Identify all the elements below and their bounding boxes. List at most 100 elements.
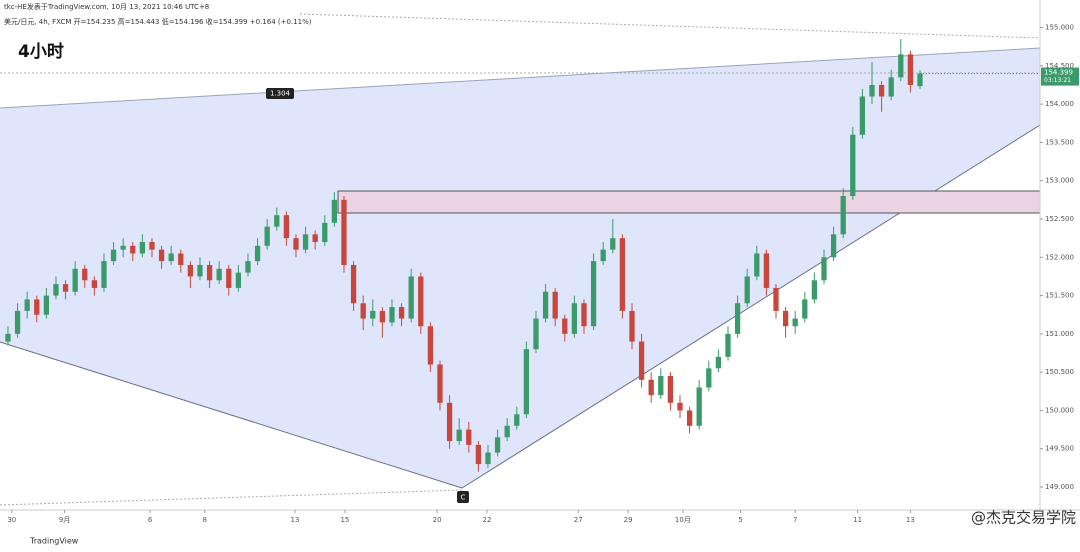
- candle-body: [62, 284, 69, 292]
- candle-body: [658, 375, 664, 396]
- candle-body: [878, 85, 885, 97]
- x-tick-label: 22: [483, 516, 492, 524]
- candle-body: [456, 429, 462, 442]
- zone-box: [337, 190, 1041, 214]
- y-tick-label: 150.500: [1045, 368, 1074, 376]
- candle-body: [466, 429, 472, 445]
- candle-body: [408, 276, 414, 319]
- candle-body: [802, 299, 808, 319]
- candle-body: [14, 310, 21, 334]
- candle-body: [149, 241, 155, 250]
- candle-body: [350, 264, 357, 304]
- candle-body: [341, 199, 347, 265]
- candle-body: [216, 268, 222, 281]
- candle-body: [72, 268, 78, 292]
- x-tick-label: 30: [7, 516, 16, 524]
- y-tick-label: 153.500: [1045, 138, 1074, 146]
- candle-body: [5, 333, 11, 342]
- candle-body: [245, 261, 251, 273]
- y-tick-label: 154.500: [1045, 62, 1074, 70]
- y-tick-label: 151.000: [1045, 330, 1074, 338]
- candle-body: [475, 444, 482, 465]
- candle-body: [206, 264, 213, 281]
- price-tag: [1041, 67, 1079, 86]
- candle-body: [610, 238, 616, 250]
- logo: TradingView: [29, 537, 79, 546]
- candle-body: [494, 437, 501, 453]
- x-tick-label: 9月: [59, 516, 70, 524]
- price-tag-label: 154.399: [1044, 69, 1073, 77]
- x-tick-label: 11: [853, 516, 862, 524]
- candle-body: [82, 268, 88, 281]
- y-tick-label: 149.500: [1045, 445, 1074, 453]
- x-tick-label: 15: [340, 516, 349, 524]
- x-tick-label: 20: [433, 516, 442, 524]
- candle-body: [379, 310, 386, 323]
- candle-body: [600, 249, 606, 262]
- candle-body: [830, 234, 837, 258]
- annotation: 1.304: [270, 90, 291, 98]
- candle-body: [821, 257, 827, 281]
- annotation: C: [461, 494, 466, 502]
- candle-body: [110, 249, 117, 262]
- candle-body: [53, 284, 59, 296]
- candle-body: [763, 253, 770, 288]
- candle-body: [504, 425, 510, 438]
- y-tick-label: 152.000: [1045, 253, 1074, 261]
- candle-body: [24, 299, 30, 311]
- candle-body: [850, 134, 856, 197]
- y-tick-label: 154.000: [1045, 100, 1074, 108]
- candle-body: [533, 318, 539, 350]
- candle-body: [619, 238, 626, 311]
- candle-body: [629, 310, 635, 342]
- candle-body: [706, 368, 712, 388]
- author-line: tkc-HE发表于TradingView.com, 10月 13, 2021 1…: [4, 2, 209, 11]
- candle-body: [792, 318, 798, 327]
- x-tick-label: 27: [574, 516, 583, 524]
- candle-body: [235, 272, 242, 288]
- candle-body: [43, 295, 50, 315]
- candle-body: [782, 310, 789, 327]
- candle-body: [840, 196, 846, 235]
- label-box: [266, 88, 294, 99]
- candle-body: [370, 310, 376, 319]
- candle-body: [91, 280, 98, 288]
- candle-body: [418, 276, 424, 327]
- trend-line: [0, 341, 463, 489]
- candle-body: [168, 253, 174, 262]
- candle-body: [715, 356, 722, 369]
- candle-body: [523, 349, 530, 415]
- candle-body: [677, 402, 683, 411]
- candle-body: [485, 452, 491, 465]
- candle-body: [302, 234, 309, 250]
- candle-body: [226, 268, 232, 288]
- countdown: 03:13:21: [1044, 77, 1071, 84]
- candle-body: [754, 253, 760, 277]
- candle-body: [187, 264, 194, 277]
- candle-body: [552, 291, 558, 319]
- candle-body: [744, 276, 750, 304]
- y-tick-label: 149.000: [1045, 483, 1074, 491]
- candle-body: [898, 54, 904, 78]
- x-tick-label: 10月: [675, 516, 691, 524]
- candle-body: [571, 303, 578, 334]
- candle-body: [178, 253, 184, 265]
- candle-body: [638, 341, 645, 380]
- timeframe: 4小时: [18, 42, 64, 62]
- x-tick-label: 5: [738, 516, 742, 524]
- candle-body: [437, 364, 443, 403]
- candle-body: [725, 333, 731, 357]
- x-tick-label: 7: [793, 516, 797, 524]
- x-tick-label: 13: [291, 516, 300, 524]
- label-box: [457, 491, 469, 503]
- candle-body: [274, 215, 280, 227]
- candle-body: [197, 264, 203, 277]
- candle-body: [34, 299, 40, 315]
- candle-body: [446, 402, 453, 442]
- candle-body: [158, 249, 165, 262]
- candle-body: [254, 245, 261, 262]
- candle-body: [811, 280, 818, 300]
- y-tick-label: 150.000: [1045, 406, 1074, 414]
- candle-body: [696, 387, 702, 426]
